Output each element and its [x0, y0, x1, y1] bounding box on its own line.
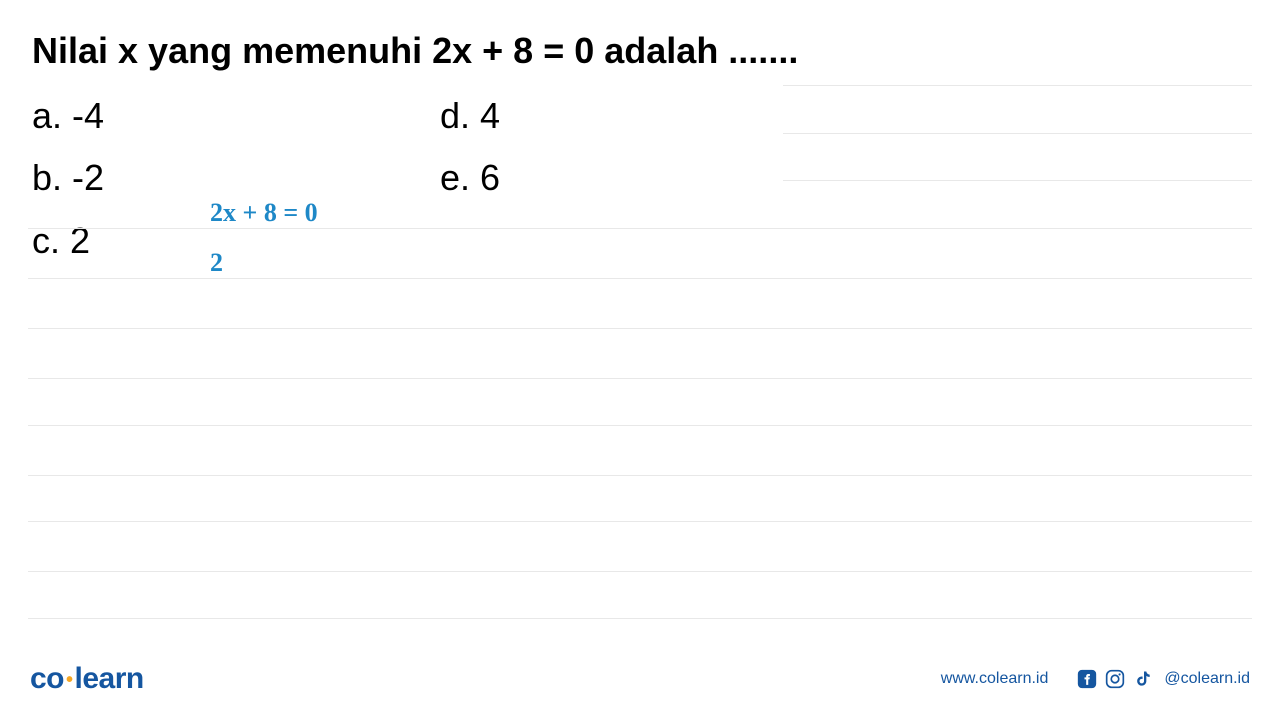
- tiktok-icon: [1132, 668, 1154, 690]
- logo-prefix: co: [30, 662, 64, 695]
- facebook-icon: [1076, 668, 1098, 690]
- rule-line: [28, 278, 1252, 279]
- answer-a: a. -4: [32, 91, 440, 141]
- handwriting-line-2: 2: [210, 248, 223, 278]
- rule-line: [28, 475, 1252, 476]
- answer-b: b. -2: [32, 153, 440, 203]
- answers-col-right: d. 4 e. 6: [440, 91, 840, 266]
- footer-right: www.colearn.id @colearn.id: [941, 668, 1250, 690]
- website-url: www.colearn.id: [941, 670, 1049, 688]
- rule-line: [28, 425, 1252, 426]
- rule-line: [28, 521, 1252, 522]
- logo-suffix: learn: [75, 662, 144, 695]
- rule-line: [28, 328, 1252, 329]
- instagram-icon: [1104, 668, 1126, 690]
- brand-logo: co•learn: [30, 662, 144, 696]
- answers-col-left: a. -4 b. -2 c. 2: [32, 91, 440, 266]
- answers-grid: a. -4 b. -2 c. 2 d. 4 e. 6: [32, 91, 1248, 266]
- handwriting-line-1: 2x + 8 = 0: [210, 198, 318, 228]
- social-handle: @colearn.id: [1164, 670, 1250, 688]
- logo-dot: •: [66, 669, 73, 691]
- answer-d: d. 4: [440, 91, 840, 141]
- content-area: Nilai x yang memenuhi 2x + 8 = 0 adalah …: [0, 0, 1280, 266]
- rule-line: [28, 571, 1252, 572]
- question-text: Nilai x yang memenuhi 2x + 8 = 0 adalah …: [32, 28, 1248, 75]
- rule-line: [28, 618, 1252, 619]
- rule-line: [28, 378, 1252, 379]
- social-links: @colearn.id: [1076, 668, 1250, 690]
- footer: co•learn www.colearn.id @colearn.id: [30, 662, 1250, 696]
- answer-e: e. 6: [440, 153, 840, 203]
